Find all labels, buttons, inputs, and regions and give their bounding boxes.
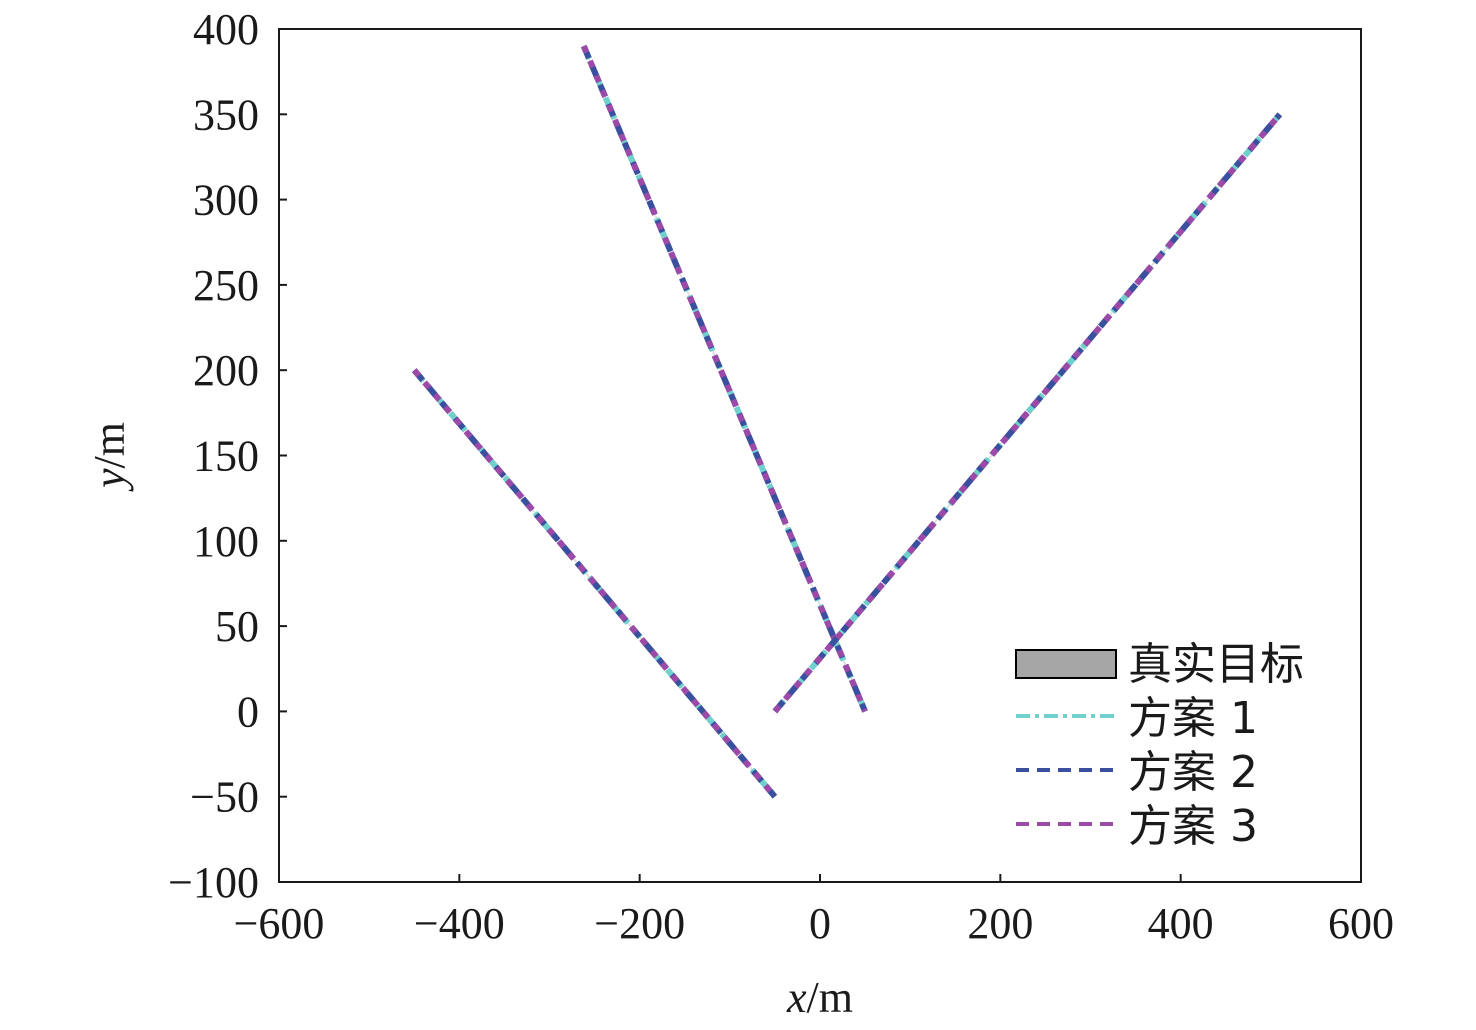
- tick-labels: −600 −400 −200 0 200 400 600 −100 −50 0 50 100 150 20…: [168, 5, 1394, 948]
- x-tick-label: 200: [967, 899, 1033, 948]
- x-tick-label: 600: [1328, 899, 1394, 948]
- y-tick-label: −100: [168, 858, 259, 907]
- x-tick-label: −600: [234, 899, 325, 948]
- x-axis-label: x/m: [786, 973, 853, 1022]
- track-1-series-3: [411, 368, 778, 799]
- y-tick-label: 0: [237, 687, 259, 736]
- x-tick-label: 0: [809, 899, 831, 948]
- track-2-series-2: [581, 44, 868, 713]
- tracks: [411, 44, 1283, 799]
- ticks: [278, 28, 1362, 883]
- legend-label-scheme-2: 方案 2: [1128, 747, 1258, 798]
- y-tick-label: 250: [193, 261, 259, 310]
- y-tick-label: 100: [193, 517, 259, 566]
- legend-swatch-true-target: [1015, 649, 1117, 679]
- y-tick-label: 350: [193, 90, 259, 139]
- y-axis-unit: /m: [85, 422, 134, 468]
- legend-label-scheme-3: 方案 3: [1128, 801, 1258, 852]
- y-tick-label: 200: [193, 346, 259, 395]
- y-tick-label: 150: [193, 432, 259, 481]
- track-3-series-3: [772, 112, 1283, 714]
- track-2-series-1: [581, 44, 868, 713]
- y-axis-var: y: [85, 468, 134, 492]
- y-axis-label: y/m: [85, 422, 134, 492]
- x-tick-label: −200: [594, 899, 685, 948]
- y-tick-label: 400: [193, 5, 259, 54]
- x-tick-label: −400: [414, 899, 505, 948]
- legend: 真实目标 方案 1 方案 2 方案 3: [1015, 639, 1304, 852]
- y-tick-label: 300: [193, 176, 259, 225]
- y-tick-label: −50: [190, 773, 259, 822]
- x-tick-label: 400: [1148, 899, 1214, 948]
- x-axis-var: x: [786, 973, 807, 1022]
- legend-label-scheme-1: 方案 1: [1128, 693, 1258, 744]
- x-axis-unit: /m: [807, 973, 853, 1022]
- legend-label-true-target: 真实目标: [1128, 639, 1304, 690]
- y-tick-label: 50: [215, 602, 259, 651]
